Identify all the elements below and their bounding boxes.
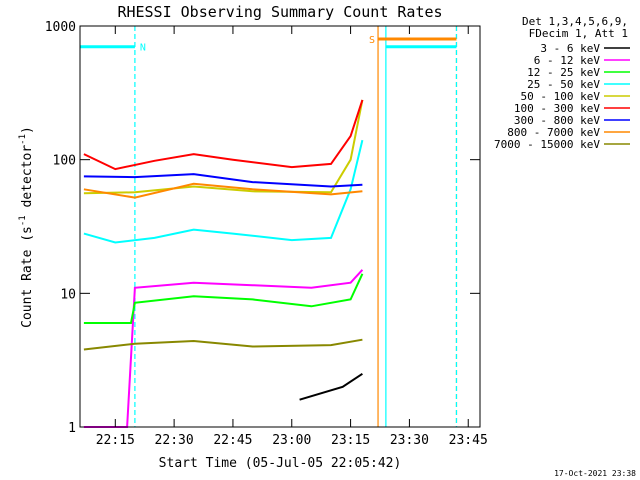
series-line-7 [83,182,363,199]
y-axis-label: Count Rate (s-1 detector-1) [18,126,35,328]
series-line-6 [83,173,363,188]
legend-label-7: 800 - 7000 keV [507,126,600,139]
y-tick-label-1: 10 [60,287,76,302]
x-tick-label-6: 23:45 [449,433,488,448]
x-tick-label-2: 22:45 [213,433,252,448]
series-line-3 [83,139,364,244]
series-line-4 [83,99,364,195]
annotation-label-s: S [369,35,375,46]
plot-frame [79,25,481,428]
footer-date: 17-Oct-2021 23:38 [554,469,636,478]
legend: Det 1,3,4,5,6,9,FDecim 1, Att 1 3 - 6 keV… [494,15,630,151]
y-tick-label-0: 1 [68,421,76,436]
y-label-part-2: detector [20,145,35,216]
legend-label-2: 12 - 25 keV [527,66,600,79]
y-tick-label-3: 1000 [45,20,76,35]
plot-area: NS [80,26,458,428]
y-tick-label-2: 100 [53,154,76,169]
legend-label-5: 100 - 300 keV [514,102,600,115]
legend-label-6: 300 - 800 keV [514,114,600,127]
y-label-sup-1: -1 [18,215,28,226]
legend-label-8: 7000 - 15000 keV [494,138,600,151]
y-label-sup-2: -1 [18,134,28,145]
y-label-part-3: ) [20,126,35,134]
x-tick-label-0: 22:15 [96,433,135,448]
series-line-8 [83,338,363,351]
series-line-5 [83,99,364,171]
legend-label-3: 25 - 50 keV [527,78,600,91]
chart-title: RHESSI Observing Summary Count Rates [117,3,442,21]
x-tick-label-1: 22:30 [155,433,194,448]
series-line-2 [83,273,364,324]
legend-header-0: Det 1,3,4,5,6,9, [522,15,628,28]
x-tick-label-5: 23:30 [390,433,429,448]
legend-label-1: 6 - 12 keV [534,54,601,67]
x-axis-label: Start Time (05-Jul-05 22:05:42) [159,456,402,471]
y-label-part-1: Count Rate (s [20,226,35,328]
annotation-label-n: N [140,43,146,54]
legend-header-1: FDecim 1, Att 1 [529,27,628,40]
series-line-0 [299,372,363,401]
axes: 22:15 22:30 22:45 23:00 23:15 23:30 23:45 1 10 10… [45,20,488,448]
series-line-1 [83,269,364,428]
legend-label-4: 50 - 100 keV [521,90,601,103]
x-tick-label-3: 23:00 [272,433,311,448]
legend-label-0: 3 - 6 keV [540,42,600,55]
x-tick-label-4: 23:15 [331,433,370,448]
